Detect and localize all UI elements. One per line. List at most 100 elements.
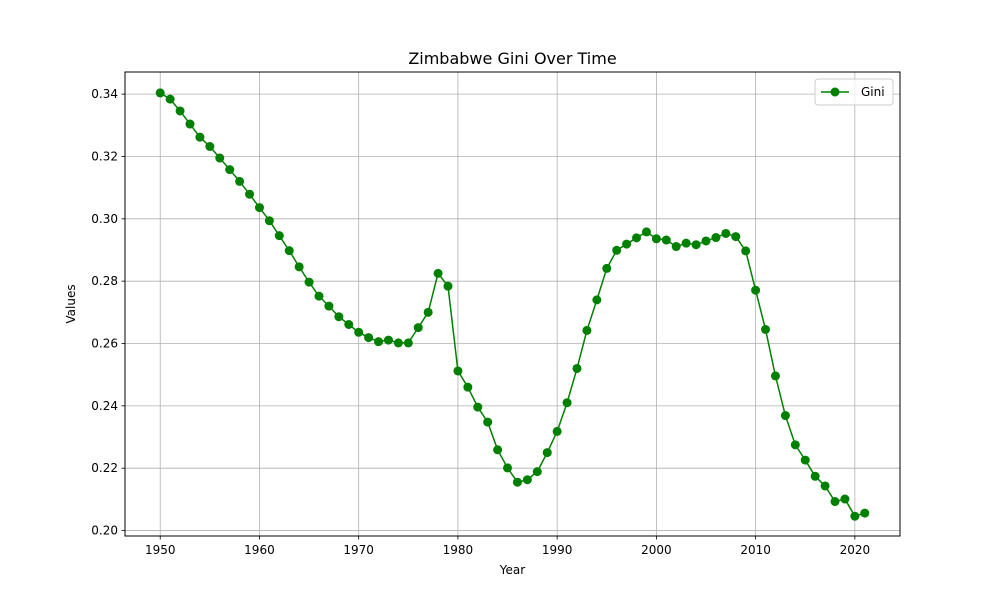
plot-area-frame: [124, 71, 901, 537]
data-point: [721, 228, 731, 238]
data-point: [780, 411, 790, 421]
data-point: [403, 338, 413, 348]
data-point: [195, 132, 205, 142]
x-tick-label: 2020: [840, 543, 871, 557]
y-tick-label: 0.34: [91, 87, 118, 101]
y-tick-label: 0.26: [91, 337, 118, 351]
data-point: [175, 106, 185, 116]
x-axis-label: Year: [499, 563, 525, 577]
data-point: [532, 467, 542, 477]
data-point: [671, 242, 681, 252]
data-point: [651, 234, 661, 244]
data-point: [552, 426, 562, 436]
data-point: [364, 333, 374, 343]
chart-title: Zimbabwe Gini Over Time: [408, 49, 616, 68]
data-point: [205, 142, 215, 151]
data-point: [741, 246, 751, 256]
data-point: [354, 327, 364, 337]
data-point: [274, 231, 284, 241]
x-tick-label: 2010: [740, 543, 771, 557]
data-point: [701, 236, 711, 246]
x-tick-label: 1960: [244, 543, 275, 557]
y-tick-label: 0.28: [91, 274, 118, 288]
data-point: [334, 312, 344, 322]
data-point: [681, 238, 691, 248]
data-point: [225, 165, 235, 175]
data-point: [493, 445, 503, 455]
x-tick-label: 1990: [542, 543, 573, 557]
data-point: [731, 232, 741, 242]
x-tick-label: 2000: [641, 543, 672, 557]
data-point: [770, 371, 780, 381]
legend-marker-sample: [830, 87, 840, 97]
data-point: [304, 277, 314, 287]
data-point: [592, 295, 602, 305]
y-tick-label: 0.30: [91, 212, 118, 226]
data-point: [602, 263, 612, 273]
data-point: [612, 245, 622, 255]
data-point: [810, 471, 820, 481]
data-point: [522, 475, 532, 485]
legend-label-gini: Gini: [861, 85, 885, 99]
data-point: [374, 337, 384, 347]
data-point: [393, 338, 403, 348]
y-axis-label: Values: [64, 284, 78, 323]
data-point: [254, 203, 264, 213]
data-point: [423, 307, 433, 317]
data-point: [632, 233, 642, 243]
y-tick-label: 0.32: [91, 149, 118, 163]
data-point: [512, 477, 522, 487]
y-axis-ticks: 0.20 0.22 0.24 0.26 0.28 0.30 0.32 0.34: [91, 87, 125, 538]
data-point: [235, 176, 245, 186]
series-markers: [155, 88, 870, 521]
y-tick-label: 0.20: [91, 524, 118, 538]
y-tick-label: 0.24: [91, 399, 118, 413]
legend: Gini: [814, 78, 894, 106]
y-tick-label: 0.22: [91, 461, 118, 475]
data-point: [840, 494, 850, 504]
data-point: [324, 301, 334, 311]
data-point: [761, 324, 771, 334]
data-point: [483, 417, 493, 427]
legend-box: [814, 78, 894, 106]
data-point: [820, 481, 830, 491]
data-point: [294, 262, 304, 272]
data-point: [185, 119, 195, 129]
data-point: [850, 511, 860, 521]
data-point: [155, 88, 165, 98]
data-point: [443, 281, 453, 291]
data-point: [830, 497, 840, 507]
data-point: [691, 240, 701, 250]
x-tick-label: 1970: [343, 543, 374, 557]
data-point: [790, 440, 800, 450]
data-point: [473, 402, 483, 412]
grid: [125, 72, 900, 536]
data-point: [572, 363, 582, 373]
data-point: [165, 94, 175, 104]
data-point: [344, 320, 354, 329]
data-point: [711, 233, 721, 243]
data-point: [641, 227, 651, 237]
x-tick-label: 1980: [443, 543, 474, 557]
data-point: [542, 448, 552, 458]
data-point: [245, 189, 255, 199]
x-tick-label: 1950: [145, 543, 176, 557]
data-point: [751, 285, 761, 295]
data-point: [503, 463, 513, 473]
data-point: [433, 268, 443, 278]
data-point: [860, 508, 870, 518]
data-point: [413, 323, 423, 333]
x-axis-ticks: 1950 1960 1970 1980 1990 2000 2010 2020: [145, 536, 870, 557]
data-point: [562, 398, 572, 408]
data-point: [463, 382, 473, 392]
data-point: [582, 325, 592, 335]
data-point: [314, 291, 324, 301]
data-point: [215, 153, 225, 163]
data-point: [284, 246, 294, 256]
data-point: [264, 216, 274, 226]
data-point: [383, 335, 393, 345]
data-point: [622, 239, 632, 249]
data-point: [661, 235, 671, 245]
data-point: [453, 366, 463, 376]
